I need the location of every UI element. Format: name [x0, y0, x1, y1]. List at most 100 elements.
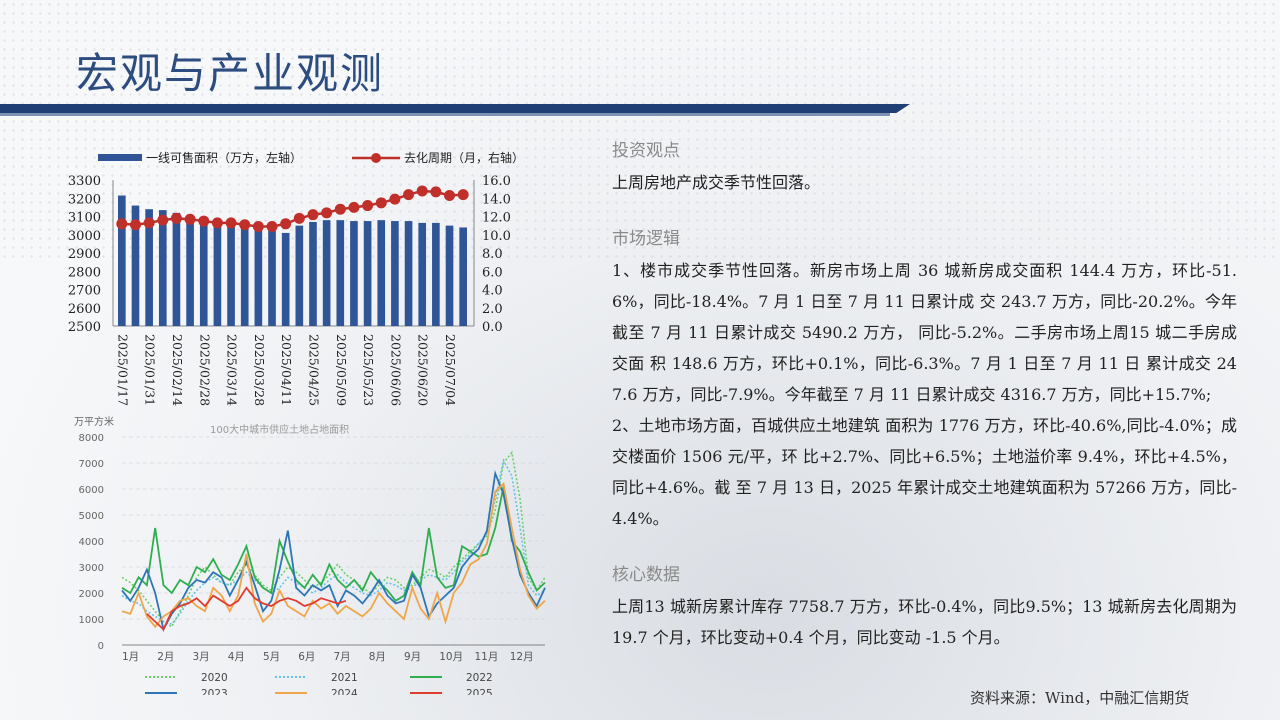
y-tick-label: 0 [98, 641, 104, 652]
x-tick-label: 2025/01/31 [143, 334, 158, 406]
y-right-tick-label: 12.0 [482, 211, 511, 226]
y-left-tick-label: 2500 [68, 320, 101, 335]
bar [118, 195, 126, 326]
series-line-2023 [121, 469, 546, 632]
line-point [430, 186, 442, 198]
x-tick-label: 11月 [475, 651, 499, 663]
legend-label-2020: 2020 [201, 672, 228, 684]
y-tick-label: 8000 [79, 433, 104, 444]
land-supply-chart: 万平方米 100大中城市供应土地占地面积 0 1000 2000 3000 4000 5000… [74, 415, 546, 695]
x-tick-label: 2025/06/20 [416, 334, 431, 406]
bar [391, 221, 399, 326]
bar [404, 221, 413, 326]
x-tick-label: 10月 [439, 651, 463, 663]
line-point [184, 213, 196, 225]
bar [131, 205, 140, 326]
title-underline-thin [0, 113, 890, 116]
background-dots [0, 0, 1280, 260]
y-tick-label: 2000 [79, 589, 104, 600]
line-point [321, 207, 333, 219]
paragraph: 上周13 城新房累计库存 7758.7 万方，环比-0.4%，同比9.5%；13… [612, 597, 1237, 647]
x-tick-label: 2025/06/06 [388, 334, 403, 406]
bar [363, 221, 372, 326]
y-right-tick-label: 4.0 [482, 284, 503, 299]
x-tick-label: 9月 [404, 651, 421, 663]
series-line-2022 [121, 486, 546, 602]
line-point [157, 214, 169, 226]
bar [309, 221, 317, 326]
x-tick-label: 2025/02/14 [170, 334, 185, 406]
title-underline [0, 104, 910, 113]
section-investment-view: 投资观点 上周房地产成交季节性回落。 [612, 136, 1237, 198]
line-point [252, 221, 264, 233]
bar [145, 209, 153, 326]
bar [322, 220, 331, 326]
line-point [143, 217, 155, 229]
y-right-tick-label: 10.0 [482, 229, 511, 244]
section-title: 核心数据 [612, 565, 680, 585]
bar [336, 220, 345, 326]
line-point [225, 217, 237, 229]
line-point [362, 200, 374, 212]
bar [418, 222, 427, 326]
line-point [389, 193, 401, 205]
y-right-tick-label: 0.0 [482, 320, 503, 335]
y-tick-label: 3000 [79, 563, 104, 574]
x-tick-label: 1月 [122, 651, 139, 663]
line-point [457, 189, 469, 201]
x-tick-label: 12月 [510, 651, 534, 663]
x-tick-label: 2025/01/17 [115, 334, 130, 406]
series-line-2024 [121, 482, 546, 629]
series-line-2020 [121, 450, 546, 628]
y-tick-label: 4000 [79, 537, 104, 548]
bar [377, 220, 386, 326]
bar [240, 225, 249, 326]
line-point [116, 218, 128, 230]
section-market-logic: 市场逻辑 1、楼市成交季节性回落。新房市场上周 36 城新房成交面积 144.4… [612, 224, 1237, 534]
inventory-chart: 一线可售面积（万方，左轴） 去化周期（月，右轴） 2500 2600 2700 2800 2… [68, 150, 524, 406]
paragraph: 2、土地市场方面，百城供应土地建筑 面积为 1776 万方，环比-40.6%,同… [612, 416, 1237, 528]
y-right-tick-label: 14.0 [482, 192, 511, 207]
x-tick-label: 3月 [193, 651, 210, 663]
x-tick-label: 4月 [228, 651, 245, 663]
x-tick-label: 6月 [298, 651, 315, 663]
legend-label-2025: 2025 [466, 688, 493, 695]
y-left-tick-label: 2900 [68, 247, 101, 262]
section-title: 市场逻辑 [612, 229, 680, 249]
x-tick-label: 2025/05/09 [334, 334, 349, 406]
y-left-tick-label: 3100 [68, 211, 101, 226]
line-point [307, 209, 319, 221]
y-left-tick-label: 3300 [68, 174, 101, 189]
paragraph: 1、楼市成交季节性回落。新房市场上周 36 城新房成交面积 144.4 万方，环… [612, 261, 1237, 404]
x-tick-label: 7月 [334, 651, 351, 663]
x-tick-label: 5月 [263, 651, 280, 663]
line-point [129, 219, 141, 231]
y-right-tick-label: 6.0 [482, 265, 503, 280]
y-left-tick-label: 2700 [68, 284, 101, 299]
y-tick-label: 6000 [79, 485, 104, 496]
x-tick-label: 2025/03/14 [225, 334, 240, 406]
line-point [375, 197, 387, 209]
x-tick-label: 2025/03/28 [252, 334, 267, 406]
x-tick-label: 8月 [369, 651, 386, 663]
chart-title: 100大中城市供应土地占地面积 [210, 423, 349, 436]
paragraph: 上周房地产成交季节性回落。 [612, 173, 821, 192]
y-right-tick-label: 16.0 [482, 174, 511, 189]
line-point [266, 221, 278, 233]
y-axis-label: 万平方米 [74, 415, 114, 428]
x-tick-label: 2025/02/28 [197, 334, 212, 406]
legend-swatch-bar [98, 154, 142, 161]
section-title: 投资观点 [612, 141, 680, 161]
legend-marker-line [371, 153, 381, 163]
legend-label-bar: 一线可售面积（万方，左轴） [146, 150, 302, 165]
commentary: 投资观点 上周房地产成交季节性回落。 市场逻辑 1、楼市成交季节性回落。新房市场… [612, 134, 1237, 679]
y-left-tick-label: 3000 [68, 229, 101, 244]
x-tick-label: 2025/04/25 [306, 334, 321, 406]
page-title: 宏观与产业观测 [76, 49, 385, 98]
line-point [444, 190, 456, 202]
x-tick-label: 2025/07/04 [443, 334, 458, 406]
bar [213, 223, 222, 326]
legend-label-2021: 2021 [331, 672, 358, 684]
bar [254, 227, 263, 326]
series-line-2021 [121, 458, 546, 626]
